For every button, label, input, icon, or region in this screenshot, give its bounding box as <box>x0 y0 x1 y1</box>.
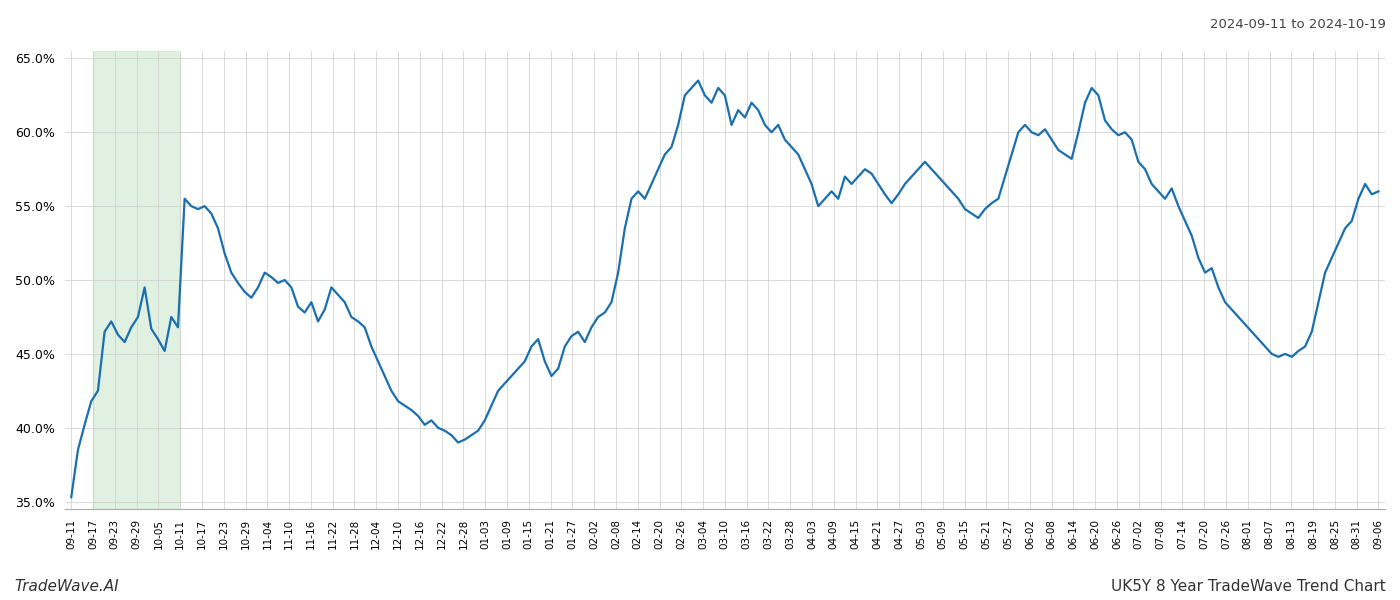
Bar <box>92 51 181 509</box>
Text: UK5Y 8 Year TradeWave Trend Chart: UK5Y 8 Year TradeWave Trend Chart <box>1112 579 1386 594</box>
Text: 2024-09-11 to 2024-10-19: 2024-09-11 to 2024-10-19 <box>1210 18 1386 31</box>
Text: TradeWave.AI: TradeWave.AI <box>14 579 119 594</box>
